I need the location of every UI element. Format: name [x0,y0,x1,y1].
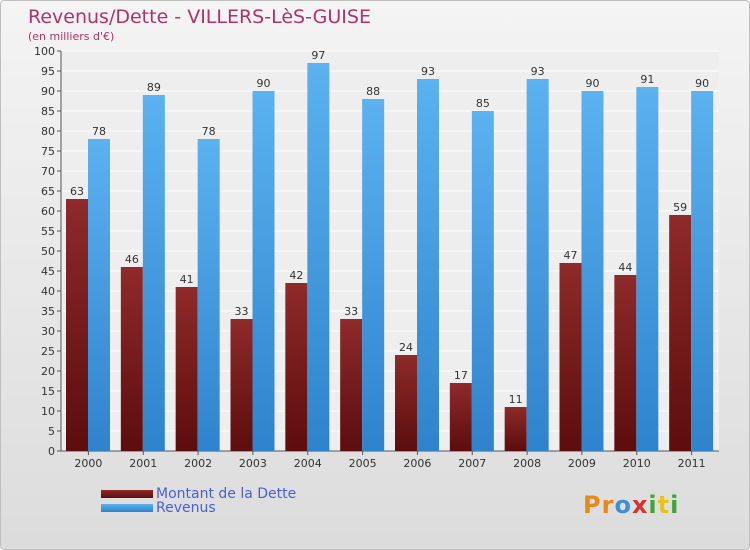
y-tick-label: 65 [41,185,55,198]
x-tick-label: 2005 [349,457,377,470]
y-tick-label: 60 [41,205,55,218]
data-label: 33 [344,305,358,318]
data-label: 93 [421,65,435,78]
x-tick-label: 2004 [294,457,322,470]
bar-dette [175,287,198,451]
bar-revenus [691,91,714,451]
y-tick-label: 25 [41,345,55,358]
x-tick-label: 2006 [403,457,431,470]
x-tick-label: 2008 [513,457,541,470]
logo-letter: P [583,491,602,519]
x-tick-label: 2002 [184,457,212,470]
bar-dette [120,267,143,451]
y-tick-label: 90 [41,85,55,98]
bar-dette [559,263,582,451]
bar-revenus [581,91,604,451]
bar-dette [669,215,692,451]
x-tick-label: 2010 [623,457,651,470]
y-tick-label: 0 [48,445,55,458]
y-tick-label: 95 [41,65,55,78]
logo-letter: t [657,491,671,519]
y-tick-label: 35 [41,305,55,318]
data-label: 88 [366,85,380,98]
x-tick-label: 2001 [129,457,157,470]
y-tick-label: 100 [34,45,55,58]
legend-label-dette: Montant de la Dette [156,486,297,502]
bar-dette [230,319,253,451]
y-tick-label: 45 [41,265,55,278]
data-label: 97 [311,49,325,62]
bar-dette [285,283,308,451]
y-tick-label: 40 [41,285,55,298]
data-label: 90 [695,77,709,90]
bar-revenus [252,91,275,451]
y-tick-label: 50 [41,245,55,258]
bar-revenus [636,87,659,451]
y-tick-label: 15 [41,385,55,398]
chart-title: Revenus/Dette - VILLERS-LèS-GUISE [28,6,371,28]
logo-letter: r [601,491,615,519]
data-label: 59 [673,201,687,214]
bar-revenus [142,95,165,451]
data-label: 85 [476,97,490,110]
y-tick-label: 5 [48,425,55,438]
logo-letter: i [670,491,680,519]
bar-dette [449,383,472,451]
y-tick-label: 85 [41,105,55,118]
y-tick-label: 30 [41,325,55,338]
bar-dette [504,407,527,451]
legend-swatch-dette [101,490,153,498]
data-label: 44 [618,261,632,274]
legend-label-revenus: Revenus [156,500,216,516]
y-tick-label: 20 [41,365,55,378]
y-tick-label: 70 [41,165,55,178]
chart-subtitle: (en milliers d'€) [28,30,115,43]
x-tick-label: 2009 [568,457,596,470]
data-label: 42 [289,269,303,282]
data-label: 41 [180,273,194,286]
bar-dette [395,355,417,451]
y-tick-label: 55 [41,225,55,238]
data-label: 11 [509,393,523,406]
data-label: 17 [454,369,468,382]
bar-revenus [471,111,494,451]
bar-revenus [197,139,220,451]
x-tick-label: 2011 [678,457,706,470]
bar-dette [66,199,88,451]
legend-swatch-revenus [101,504,153,512]
data-label: 46 [125,253,139,266]
bar-revenus [417,79,439,451]
data-label: 90 [586,77,600,90]
data-label: 89 [147,81,161,94]
data-label: 33 [235,305,249,318]
bar-revenus [362,99,385,451]
y-tick-label: 75 [41,145,55,158]
data-label: 78 [202,125,216,138]
bar-revenus [526,79,549,451]
bar-revenus [88,139,110,451]
proxiti-logo: Proxiti [583,491,679,519]
x-tick-label: 2003 [239,457,267,470]
data-label: 24 [399,341,413,354]
bar-dette [340,319,363,451]
bar-revenus [307,63,330,451]
bar-dette [614,275,637,451]
data-label: 63 [70,185,84,198]
logo-letter: i [648,491,658,519]
y-tick-label: 10 [41,405,55,418]
logo-letter: x [631,491,649,519]
x-tick-label: 2000 [74,457,102,470]
y-tick-label: 80 [41,125,55,138]
logo-letter: o [614,491,632,519]
data-label: 93 [531,65,545,78]
data-label: 47 [564,249,578,262]
data-label: 78 [92,125,106,138]
x-tick-label: 2007 [458,457,486,470]
data-label: 90 [257,77,271,90]
data-label: 91 [640,73,654,86]
